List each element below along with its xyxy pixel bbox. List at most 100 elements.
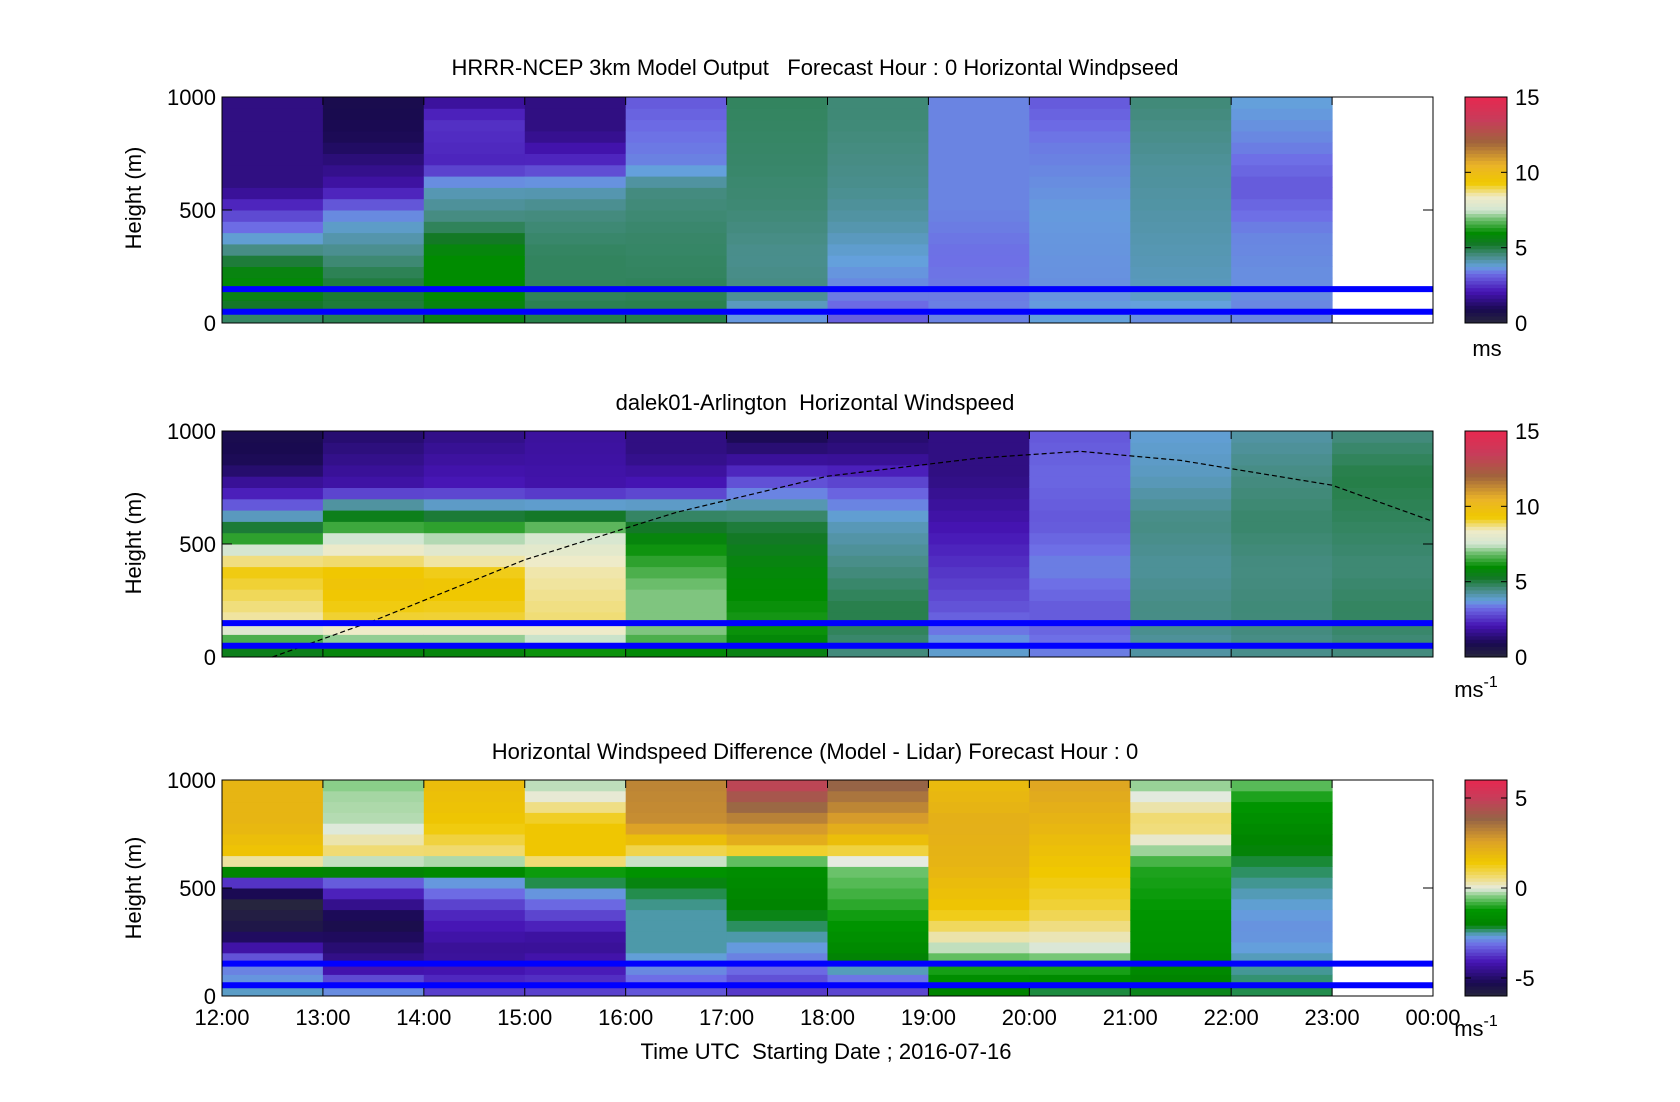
heatmap-cell (524, 198, 627, 211)
heatmap-cell (524, 909, 627, 921)
heatmap-cell (222, 566, 324, 579)
heatmap-cell (928, 198, 1030, 211)
heatmap-cell (827, 255, 929, 267)
heatmap-cell (524, 544, 627, 556)
heatmap-cell (1130, 634, 1232, 647)
heatmap-cell (827, 555, 929, 568)
colorbar-segment (1465, 536, 1507, 541)
colorbar-segment (1465, 114, 1507, 119)
colorbar-segment (1465, 639, 1507, 644)
colorbar-segment (1465, 901, 1507, 906)
heatmap-cell (1130, 931, 1232, 943)
heatmap-cell (726, 142, 828, 154)
colorbar-segment (1465, 796, 1507, 801)
heatmap-cell (423, 187, 526, 200)
heatmap-cell (1332, 487, 1434, 500)
heatmap-cell (1130, 97, 1232, 109)
heatmap-cell (222, 823, 324, 835)
heatmap-cell (524, 555, 627, 568)
heatmap-cell (827, 453, 929, 466)
heatmap-cell (928, 464, 1030, 477)
heatmap-cell (1332, 532, 1434, 545)
colorbar-tick-label: 0 (1515, 645, 1527, 670)
panel-2: dalek01-Arlington Horizontal Windspeed H… (121, 390, 1539, 702)
heatmap-cell (1231, 187, 1333, 200)
colorbar-segment (1465, 800, 1507, 805)
colorbar-segment (1465, 632, 1507, 637)
colorbar-segment (1465, 206, 1507, 211)
heatmap-cell (222, 780, 324, 792)
heatmap-cell (222, 442, 324, 455)
colorbar-segment (1465, 270, 1507, 274)
heatmap-cell (322, 844, 425, 857)
heatmap-cell (1231, 623, 1333, 635)
heatmap-cell (1231, 266, 1333, 279)
heatmap-cell (625, 866, 728, 878)
heatmap-cell (928, 300, 1030, 313)
colorbar-segment (1465, 938, 1507, 943)
heatmap-cell (222, 985, 324, 997)
heatmap-cell (726, 521, 828, 534)
heatmap-cell (726, 266, 828, 279)
heatmap-cell (625, 487, 728, 500)
heatmap-cell (524, 464, 627, 477)
heatmap-cell (524, 645, 627, 658)
heatmap-cell (222, 232, 324, 245)
heatmap-cell (322, 300, 425, 313)
colorbar-segment (1465, 312, 1507, 317)
heatmap-cell (625, 790, 728, 803)
y-tick-label: 500 (179, 198, 216, 223)
colorbar-segment (1465, 469, 1507, 474)
colorbar-segment (1465, 185, 1507, 190)
colorbar-segment (1465, 498, 1507, 503)
heatmap-cell (1231, 198, 1333, 211)
heatmap-cell (1231, 790, 1333, 803)
heatmap-cell (726, 780, 828, 792)
heatmap-cell (322, 153, 425, 166)
heatmap-cell (928, 844, 1030, 857)
colorbar-segment (1465, 150, 1507, 154)
heatmap-cell (1231, 577, 1333, 590)
colorbar-segment (1465, 972, 1507, 977)
heatmap-cell (726, 898, 828, 911)
heatmap-cell (625, 801, 728, 813)
heatmap-cell (1231, 97, 1333, 109)
heatmap-cell (1130, 888, 1232, 900)
heatmap-cell (322, 487, 425, 500)
colorbar-segment (1465, 287, 1507, 292)
heatmap-cell (726, 431, 828, 443)
heatmap-cell (1231, 255, 1333, 267)
heatmap-cell (1029, 645, 1131, 658)
heatmap-cell (928, 277, 1030, 290)
colorbar-segment (1465, 519, 1507, 524)
colorbar-segment (1465, 529, 1507, 534)
heatmap-cell (322, 198, 425, 211)
heatmap-cell (1332, 453, 1434, 466)
heatmap-cell (928, 176, 1030, 188)
heatmap-cell (524, 97, 627, 109)
heatmap-cell (423, 521, 526, 534)
heatmap-cell (524, 611, 627, 624)
heatmap-cell (423, 855, 526, 867)
heatmap-cell (423, 963, 526, 975)
heatmap-cell (726, 532, 828, 545)
heatmap-cell (222, 266, 324, 279)
colorbar-segment (1465, 308, 1507, 313)
heatmap-cell (1231, 431, 1333, 443)
colorbar-segment (1465, 522, 1507, 527)
heatmap-cell (827, 532, 929, 545)
heatmap-cell (1332, 566, 1434, 579)
colorbar-segment (1465, 505, 1507, 510)
heatmap-cell (1130, 476, 1232, 488)
heatmap-cell (827, 476, 929, 488)
heatmap-cell (1130, 589, 1232, 601)
colorbar-segment (1465, 928, 1507, 933)
heatmap-cell (1130, 985, 1232, 997)
heatmap-cell (524, 210, 627, 222)
heatmap-cell (827, 266, 929, 279)
colorbar-segment (1465, 174, 1507, 179)
colorbar-segment (1465, 834, 1507, 838)
heatmap-cell (827, 834, 929, 846)
heatmap-cell (423, 289, 526, 301)
